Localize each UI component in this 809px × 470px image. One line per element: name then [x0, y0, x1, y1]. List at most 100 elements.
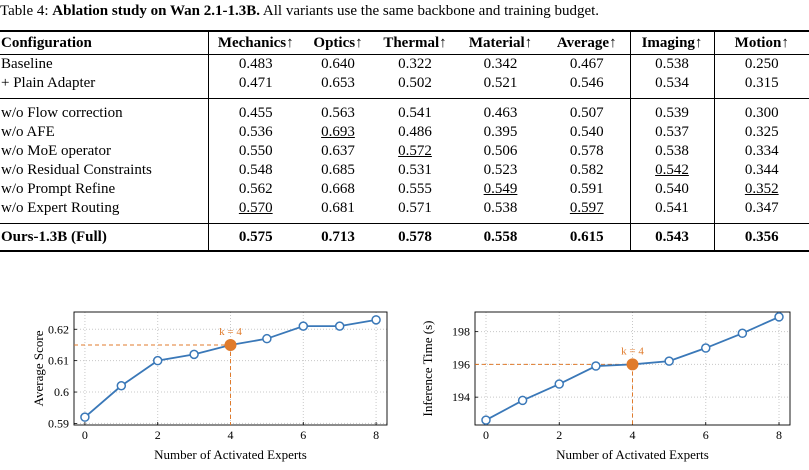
table-cell: 0.325: [713, 123, 809, 142]
cell-value: 0.591: [569, 181, 604, 197]
cell-value: 0.538: [655, 56, 689, 72]
y-tick-label: 0.6: [54, 385, 69, 399]
cell-value: 0.653: [321, 75, 355, 91]
table-cell: 0.344: [713, 161, 809, 180]
table-cell: 0.250: [713, 54, 809, 74]
table-row: Baseline 0.483 0.640 0.322 0.342 0.467 0.538 0.…: [0, 54, 809, 75]
x-tick-label: 2: [155, 428, 161, 442]
data-point: [189, 349, 199, 360]
cell-value: 0.540: [569, 124, 604, 140]
table-cell: 0.685: [303, 161, 373, 180]
cell-value: 0.546: [569, 75, 604, 91]
cell-value: 0.571: [398, 200, 432, 216]
table-cell: 0.615: [544, 223, 630, 252]
table-cell: 0.563: [303, 98, 373, 123]
highlight-point: [626, 358, 639, 371]
table-row: w/o AFE 0.536 0.693 0.486 0.395 0.540 0.537 0.3…: [0, 123, 809, 142]
cell-value: 0.555: [398, 181, 432, 197]
caption-label: Table 4:: [0, 3, 49, 19]
data-point: [262, 333, 272, 344]
cell-value: 0.536: [238, 124, 273, 140]
table-cell: 0.668: [303, 180, 373, 199]
table-cell: 0.523: [457, 161, 544, 180]
table-cell: 0.637: [303, 142, 373, 161]
row-configuration: w/o AFE: [1, 124, 55, 140]
cell-value: 0.563: [321, 105, 355, 121]
cell-value: 0.541: [398, 105, 432, 121]
cell-value: 0.542: [655, 162, 689, 178]
cell-value: 0.344: [744, 162, 779, 178]
cell-value: 0.483: [238, 56, 273, 72]
avg-score-chart: 0 2 4 6 8 0.59 0.6 0.61 0.62 k = 4 Number of Activ…: [31, 311, 388, 462]
header-imaging: Imaging↑: [629, 30, 714, 55]
cell-value: 0.455: [238, 105, 273, 121]
table-cell: 0.550: [207, 142, 303, 161]
table-cell: 0.548: [207, 161, 303, 180]
x-tick-label: 0: [82, 428, 88, 442]
table-cell: 0.463: [457, 98, 544, 123]
cell-value: 0.538: [483, 200, 518, 216]
table-cell: 0.640: [303, 55, 373, 75]
table-cell: 0.542: [629, 161, 714, 180]
cell-value: 0.467: [569, 56, 604, 72]
table-cell: 0.538: [629, 54, 714, 74]
cell-value: 0.325: [744, 124, 779, 140]
row-configuration: Ours-1.3B (Full): [0, 223, 208, 252]
table-cell: 0.681: [303, 199, 373, 224]
cell-value: 0.640: [321, 56, 355, 72]
cell-value: 0.578: [569, 143, 604, 159]
cell-value: 0.352: [744, 181, 779, 197]
row-configuration: w/o Flow correction: [0, 98, 208, 123]
caption-title: Ablation study on Wan 2.1-1.3B.: [52, 3, 260, 19]
table-cell: 0.455: [207, 98, 303, 123]
table-cell: 0.467: [544, 55, 630, 75]
y-tick-label: 0.62: [48, 322, 69, 336]
data-point: [298, 321, 309, 331]
cell-value: 0.347: [744, 200, 779, 216]
table-row: + Plain Adapter 0.471 0.653 0.502 0.521 0.546…: [0, 74, 809, 99]
table-cell: 0.334: [713, 142, 809, 161]
cell-value: 0.471: [238, 75, 273, 91]
table-cell: 0.536: [207, 123, 303, 142]
data-point: [737, 328, 748, 339]
header-average: Average↑: [544, 30, 630, 55]
cell-value: 0.322: [398, 56, 432, 72]
cell-value: 0.502: [398, 75, 432, 91]
cell-value: 0.597: [569, 200, 604, 216]
table-row: w/o Expert Routing 0.570 0.681 0.571 0.538 0.…: [0, 199, 809, 224]
cell-value: 0.300: [744, 105, 779, 121]
y-tick-label: 194: [452, 390, 470, 404]
table-cell: 0.322: [373, 55, 457, 75]
table-cell: 0.543: [629, 223, 714, 252]
cell-value: 0.562: [238, 181, 273, 197]
table-cell: 0.558: [457, 223, 544, 252]
cell-value: 0.558: [483, 228, 518, 245]
table-cell: 0.541: [373, 98, 457, 123]
y-tick-label: 0.61: [48, 354, 69, 368]
table-cell: 0.538: [629, 142, 714, 161]
table-cell: 0.531: [373, 161, 457, 180]
table-cell: 0.693: [303, 123, 373, 142]
cell-value: 0.521: [483, 75, 518, 91]
cell-value: 0.543: [655, 228, 689, 245]
table-cell: 0.582: [544, 161, 630, 180]
table-row: w/o Prompt Refine 0.562 0.668 0.555 0.549 0.5…: [0, 180, 809, 199]
table-cell: 0.506: [457, 142, 544, 161]
data-point: [116, 381, 127, 391]
header-mechanics: Mechanics↑: [207, 30, 303, 55]
table-cell: 0.521: [457, 74, 544, 99]
table-cell: 0.356: [713, 223, 809, 252]
table-cell: 0.347: [713, 199, 809, 224]
table-cell: 0.653: [303, 74, 373, 99]
table-cell: 0.502: [373, 74, 457, 99]
cell-value: 0.572: [398, 143, 432, 159]
cell-value: 0.615: [569, 228, 604, 245]
table-cell: 0.578: [373, 223, 457, 252]
cell-value: 0.540: [655, 181, 689, 197]
y-tick-label: 198: [452, 325, 470, 339]
cell-value: 0.356: [744, 228, 779, 245]
row-configuration: Baseline: [1, 56, 53, 72]
table-cell: 0.546: [544, 74, 630, 99]
highlight-label: k = 4: [621, 345, 644, 357]
row-configuration: w/o Residual Constraints: [1, 162, 152, 178]
